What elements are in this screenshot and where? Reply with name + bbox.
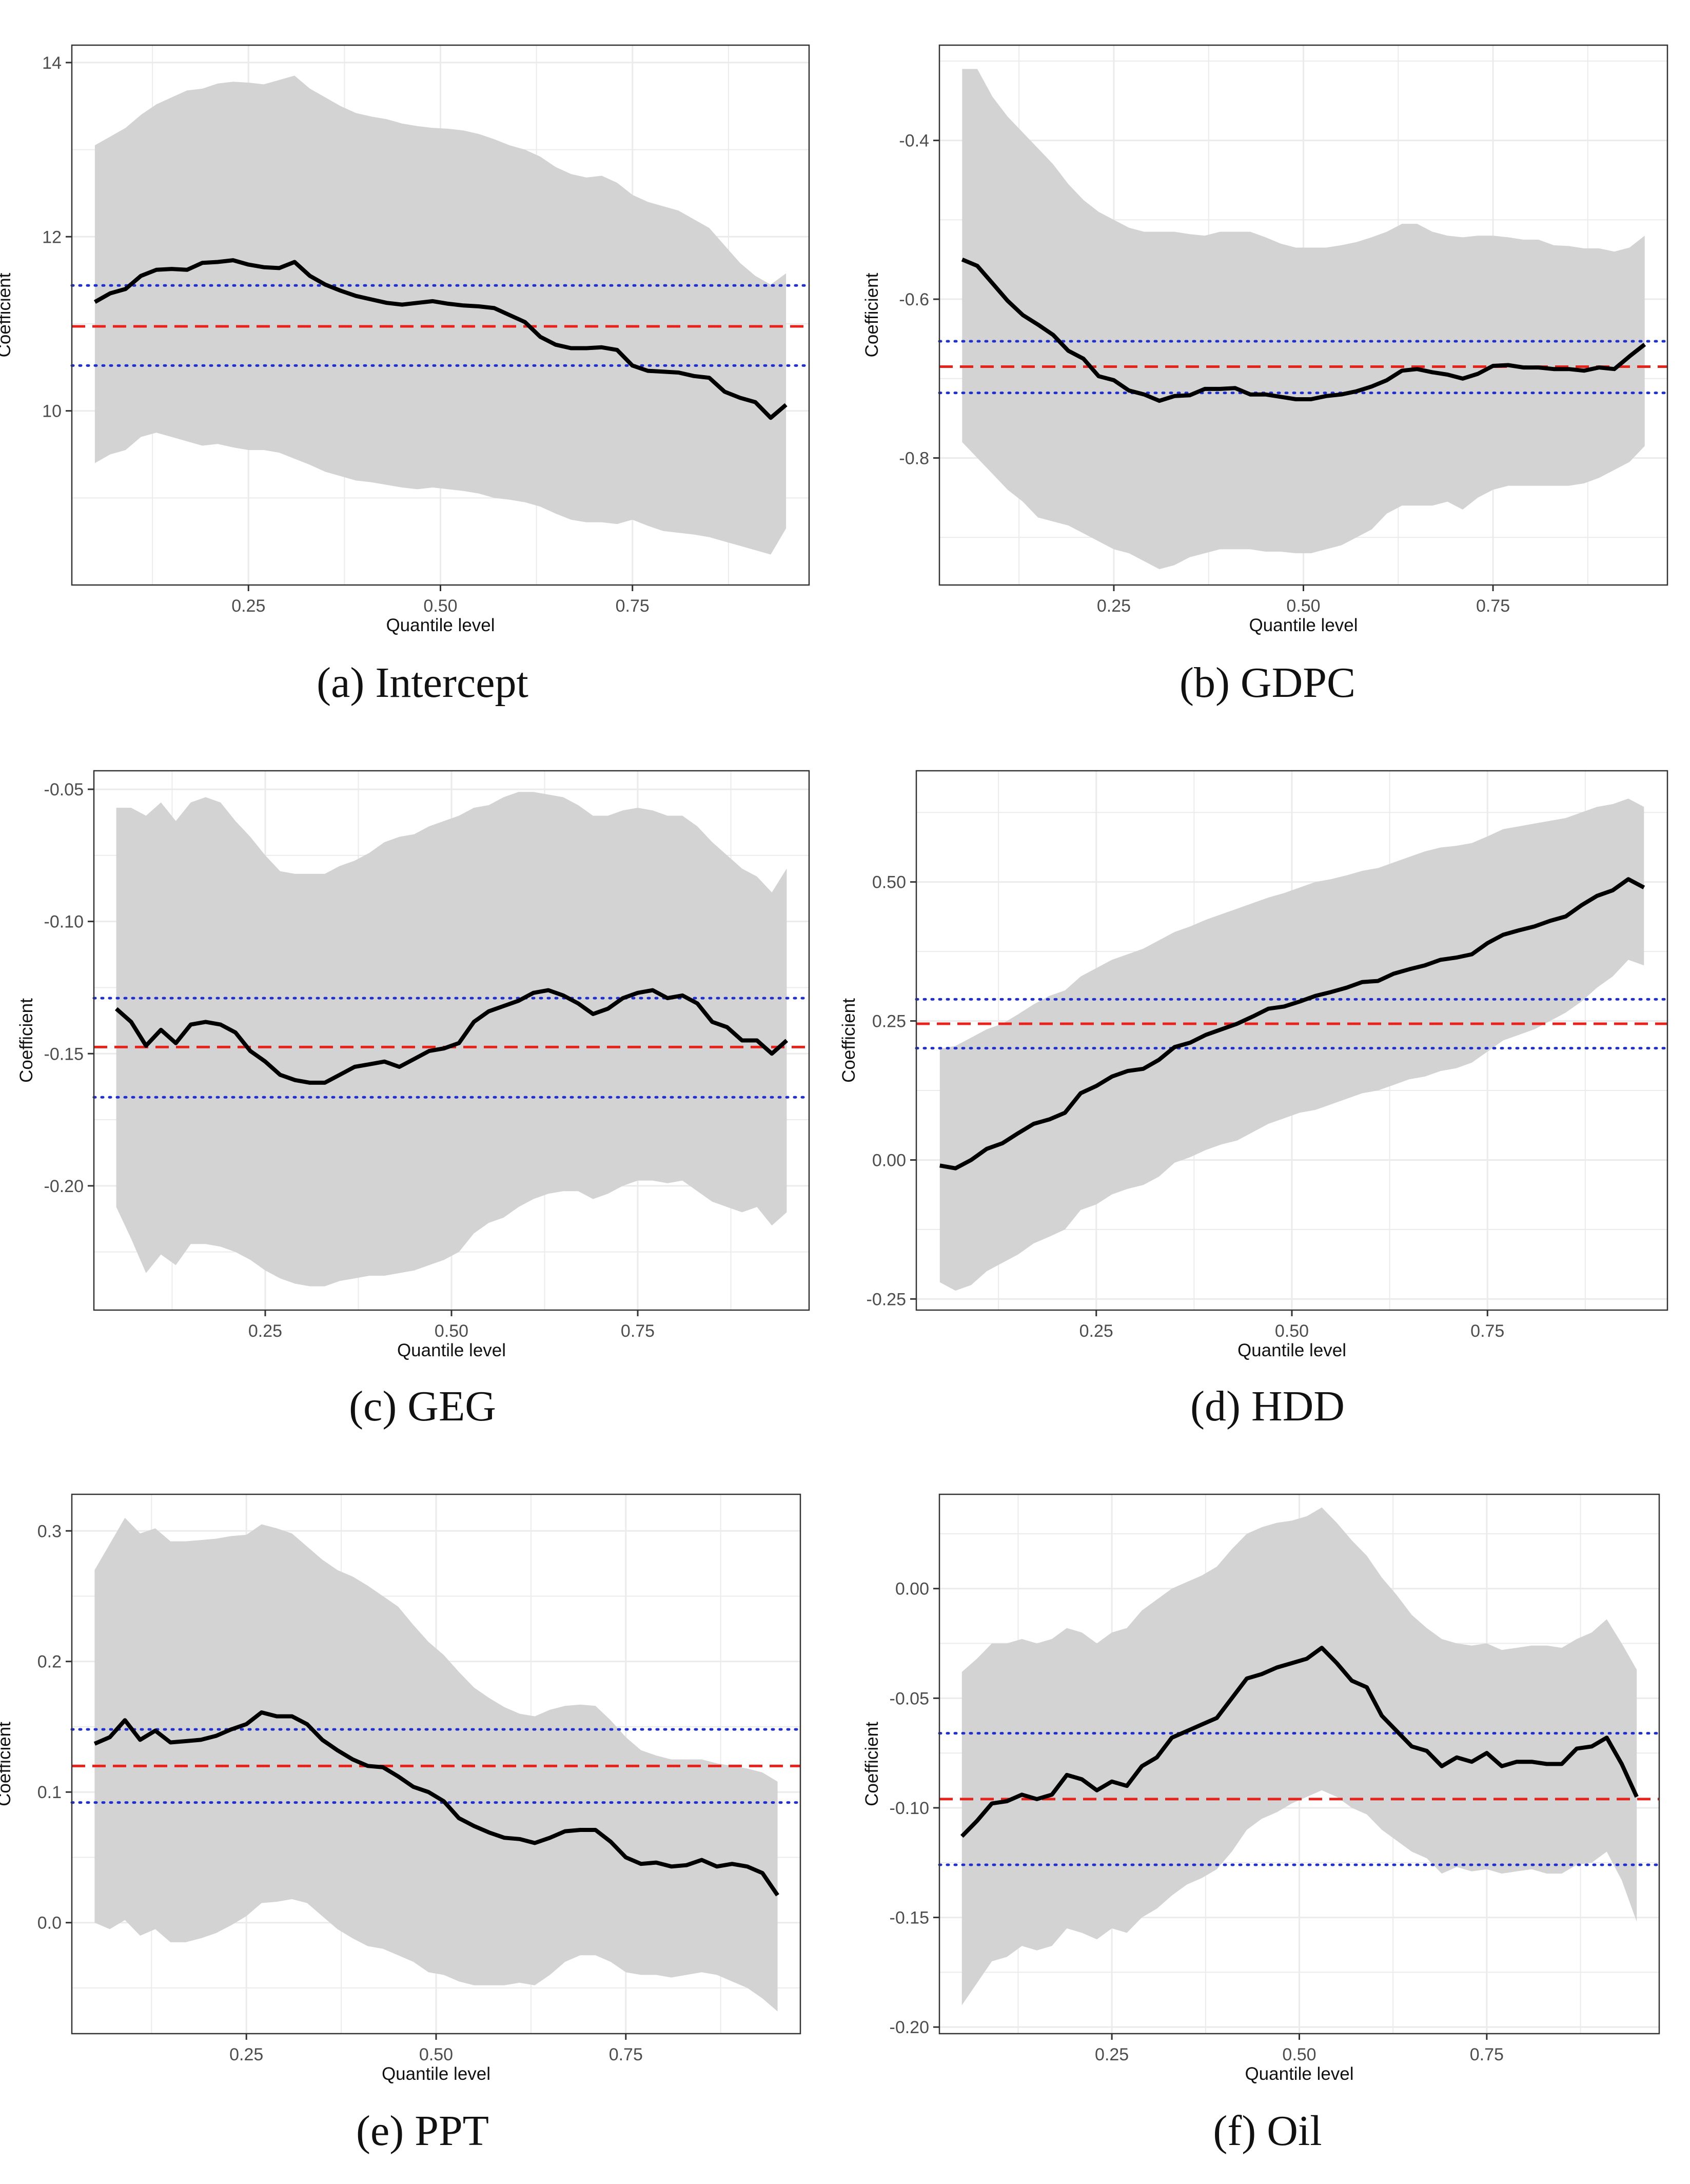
confidence-band-a	[94, 75, 787, 555]
x-tick-label-d-2: 0.75	[1470, 1321, 1504, 1341]
x-axis-title-d: Quantile level	[1237, 1340, 1346, 1360]
confidence-band-c	[116, 792, 787, 1286]
y-tick-label-f-3: -0.05	[890, 1689, 930, 1708]
x-axis-title-b: Quantile level	[1249, 615, 1358, 635]
x-tick-label-b-1: 0.50	[1286, 596, 1320, 616]
y-tick-label-c-1: -0.15	[44, 1044, 84, 1064]
caption-c: (c) GEG	[349, 1382, 496, 1430]
quantile-estimate-line-b	[961, 258, 1646, 403]
chart-f: 0.25 0.50 0.75 -0.20 -0.15 -0.10 -0.05 0.00 Quan…	[862, 1493, 1661, 2084]
y-axis-title-c: Coefficient	[16, 998, 36, 1083]
quantile-estimate-line-a	[93, 258, 788, 420]
panel-d-caption-wrap: (d) HDD	[845, 1381, 1690, 1431]
y-tick-label-c-3: -0.05	[44, 780, 84, 800]
y-tick-label-f-1: -0.15	[890, 1908, 930, 1928]
x-tick-label-a-2: 0.75	[616, 596, 650, 616]
confidence-band-b	[962, 69, 1645, 570]
panel-c-caption-wrap: (c) GEG	[0, 1381, 845, 1431]
y-axis-title-e: Coefficient	[0, 1722, 14, 1806]
x-tick-label-a-0: 0.25	[231, 596, 265, 616]
chart-e: 0.25 0.50 0.75 0.0 0.1 0.2 0.3 Quantile level Co…	[0, 1493, 802, 2084]
y-tick-label-e-3: 0.3	[37, 1522, 62, 1541]
quantile-estimate-line-c	[114, 988, 789, 1085]
chart-a: 0.25 0.50 0.75 10 12 14 Quantile level Coeffici…	[0, 44, 811, 635]
caption-f: (f) Oil	[1213, 2107, 1322, 2155]
quantile-estimate-line-d	[939, 877, 1645, 1171]
caption-a: (a) Intercept	[317, 659, 528, 707]
x-tick-label-f-1: 0.50	[1282, 2045, 1316, 2064]
chart-c: 0.25 0.50 0.75 -0.20 -0.15 -0.10 -0.05 Quantile…	[16, 770, 811, 1360]
x-tick-label-d-0: 0.25	[1079, 1321, 1113, 1341]
x-tick-label-b-0: 0.25	[1097, 596, 1131, 616]
y-tick-label-d-3: 0.50	[872, 873, 906, 892]
y-tick-label-a-2: 14	[42, 53, 62, 73]
y-tick-label-f-0: -0.20	[890, 2018, 930, 2037]
x-tick-label-d-1: 0.50	[1275, 1321, 1309, 1341]
y-tick-label-d-2: 0.25	[872, 1012, 906, 1031]
x-tick-label-c-1: 0.50	[435, 1321, 468, 1341]
x-axis-title-f: Quantile level	[1245, 2064, 1353, 2084]
caption-d: (d) HDD	[1190, 1382, 1345, 1430]
x-tick-label-e-1: 0.50	[419, 2045, 453, 2064]
y-tick-label-b-2: -0.4	[899, 131, 929, 151]
chart-b: 0.25 0.50 0.75 -0.8 -0.6 -0.4 Quantile level Co…	[862, 44, 1669, 635]
y-tick-label-e-0: 0.0	[37, 1914, 62, 1933]
panel-b-caption-wrap: (b) GDPC	[845, 658, 1690, 708]
caption-b: (b) GDPC	[1179, 659, 1355, 707]
y-axis-title-f: Coefficient	[862, 1722, 882, 1806]
y-axis-title-a: Coefficient	[0, 272, 14, 357]
y-tick-label-a-1: 12	[42, 227, 62, 247]
x-tick-label-b-2: 0.75	[1476, 596, 1510, 616]
y-tick-label-d-0: -0.25	[867, 1290, 907, 1309]
y-tick-label-c-0: -0.20	[44, 1177, 84, 1196]
y-tick-label-c-2: -0.10	[44, 912, 84, 932]
y-tick-label-e-1: 0.1	[37, 1783, 62, 1802]
x-axis-title-c: Quantile level	[397, 1340, 506, 1360]
panel-e-caption-wrap: (e) PPT	[0, 2106, 845, 2156]
panel-a-caption-wrap: (a) Intercept	[0, 658, 845, 708]
caption-e: (e) PPT	[356, 2107, 489, 2155]
x-axis-title-e: Quantile level	[382, 2064, 490, 2084]
quantile-estimate-line-e	[93, 1710, 779, 1897]
x-tick-label-a-1: 0.50	[423, 596, 457, 616]
x-tick-label-c-2: 0.75	[621, 1321, 655, 1341]
confidence-band-d	[939, 798, 1644, 1291]
confidence-band-f	[961, 1507, 1637, 2005]
y-axis-title-b: Coefficient	[862, 272, 882, 357]
x-tick-label-e-0: 0.25	[229, 2045, 263, 2064]
x-tick-label-e-2: 0.75	[609, 2045, 643, 2064]
y-tick-label-d-1: 0.00	[872, 1150, 906, 1170]
panel-f-caption-wrap: (f) Oil	[845, 2106, 1690, 2156]
x-tick-label-c-0: 0.25	[248, 1321, 282, 1341]
x-tick-label-f-0: 0.25	[1095, 2045, 1129, 2064]
y-tick-label-f-4: 0.00	[895, 1580, 929, 1599]
quantile-estimate-line-f	[960, 1646, 1639, 1838]
x-axis-title-a: Quantile level	[386, 615, 495, 635]
confidence-band-e	[94, 1517, 778, 2012]
y-tick-label-a-0: 10	[42, 402, 62, 421]
y-tick-label-b-0: -0.8	[899, 449, 929, 468]
y-tick-label-e-2: 0.2	[37, 1652, 62, 1672]
y-tick-label-b-1: -0.6	[899, 290, 929, 309]
x-tick-label-f-2: 0.75	[1470, 2045, 1504, 2064]
y-tick-label-f-2: -0.10	[890, 1799, 930, 1818]
y-axis-title-d: Coefficient	[839, 998, 859, 1083]
